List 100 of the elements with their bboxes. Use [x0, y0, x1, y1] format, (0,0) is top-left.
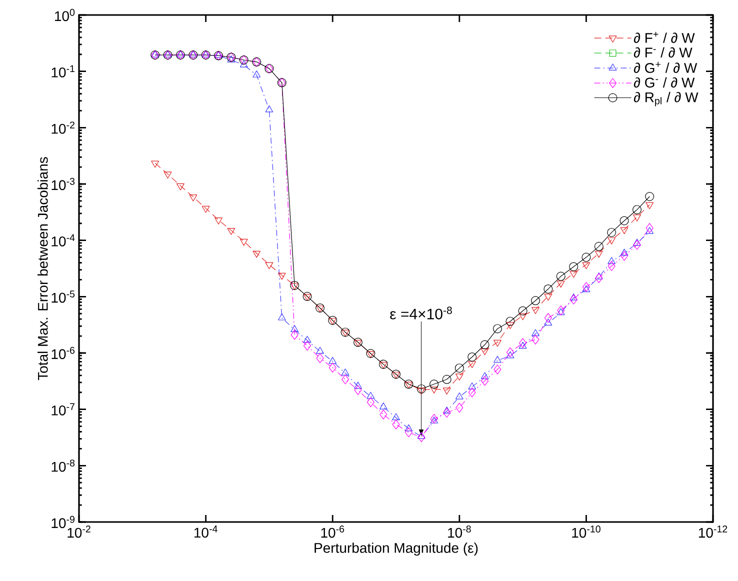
point [582, 285, 590, 292]
point [594, 242, 604, 251]
point [468, 387, 476, 398]
point [645, 192, 654, 202]
point [480, 372, 489, 380]
point [570, 293, 578, 300]
point [481, 376, 489, 386]
point [532, 329, 540, 336]
point [633, 238, 641, 246]
point [430, 416, 438, 424]
point [176, 183, 184, 190]
point [278, 313, 286, 320]
point [417, 432, 426, 439]
point [240, 60, 248, 68]
y-tick-label: 10$^{-3}$ [52, 178, 75, 190]
point [608, 257, 616, 264]
point [278, 272, 286, 280]
point [366, 392, 375, 399]
point [442, 374, 452, 384]
point [633, 214, 641, 222]
point [304, 340, 312, 351]
point [532, 334, 540, 344]
point [519, 338, 527, 348]
point [416, 384, 426, 394]
point [620, 250, 628, 261]
point [494, 356, 502, 363]
x-tick-label: 10$^{-10}$ [572, 526, 600, 538]
point [303, 336, 312, 343]
point [582, 262, 590, 270]
legend-label: ∂ R$_{pl}$ / ∂ W [634, 92, 698, 106]
annotation: ε =4×10$^{-8}$ [390, 306, 452, 320]
point [544, 318, 552, 326]
point [354, 385, 362, 395]
legend-label: ∂ F$^{-}$ / ∂ W [634, 47, 692, 58]
point [556, 280, 565, 288]
point [164, 172, 172, 179]
point [456, 402, 464, 413]
y-tick-label: 10$^{-8}$ [52, 460, 75, 472]
point [316, 303, 325, 312]
point [582, 282, 590, 292]
y-tick-label: 10$^{-4}$ [52, 234, 75, 246]
point [380, 410, 388, 420]
point [530, 296, 540, 306]
point [494, 340, 502, 347]
point [342, 374, 350, 384]
point [608, 237, 616, 244]
point [455, 392, 464, 400]
point [417, 388, 426, 395]
legend-label: ∂ F$^{+}$ / ∂ W [634, 32, 695, 43]
x-tick-label: 10$^{-8}$ [448, 526, 471, 538]
x-axis-title: Perturbation Magnitude (ε) [314, 542, 478, 556]
point [570, 270, 578, 278]
point [252, 250, 261, 258]
y-tick-label: 10$^{-9}$ [52, 516, 75, 528]
point [202, 206, 210, 213]
point [379, 402, 388, 410]
point [404, 427, 412, 438]
legend-label: ∂ G$^{-}$ / ∂ W [634, 77, 695, 88]
point [303, 294, 312, 301]
x-tick-label: 10$^{-12}$ [698, 526, 728, 538]
point [518, 306, 528, 316]
point [227, 228, 236, 235]
y-axis-title: Total Max. Error between Jacobians [38, 157, 48, 380]
point [646, 226, 654, 234]
point [556, 308, 565, 316]
point [252, 70, 261, 78]
point [302, 292, 312, 301]
point [506, 351, 514, 358]
x-tick-label: 10$^{-4}$ [194, 526, 218, 538]
point [607, 228, 616, 237]
point [506, 347, 514, 358]
point [366, 397, 374, 408]
point [646, 223, 654, 233]
point [442, 406, 451, 414]
point [418, 432, 426, 442]
point [328, 356, 337, 364]
y-tick-label: 10$^{-1}$ [52, 65, 74, 78]
point [430, 380, 439, 389]
point [290, 283, 299, 290]
point [556, 272, 566, 281]
point [341, 368, 350, 376]
y-tick-label: 10$^{0}$ [55, 8, 75, 22]
point [633, 240, 641, 250]
point [430, 386, 438, 394]
point [290, 280, 300, 290]
point [582, 252, 591, 262]
point [494, 364, 502, 374]
point [506, 322, 514, 330]
point [620, 216, 629, 226]
point [265, 105, 274, 112]
point [265, 262, 274, 270]
x-tick-label: 10$^{-6}$ [321, 526, 344, 538]
point [455, 374, 464, 381]
point [620, 248, 628, 256]
point [646, 202, 654, 210]
legend-label: ∂ G$^{+}$ / ∂ W [634, 62, 698, 73]
point [454, 364, 464, 373]
y-tick-label: 10$^{-2}$ [52, 122, 74, 134]
point [189, 194, 198, 202]
point [518, 342, 527, 349]
